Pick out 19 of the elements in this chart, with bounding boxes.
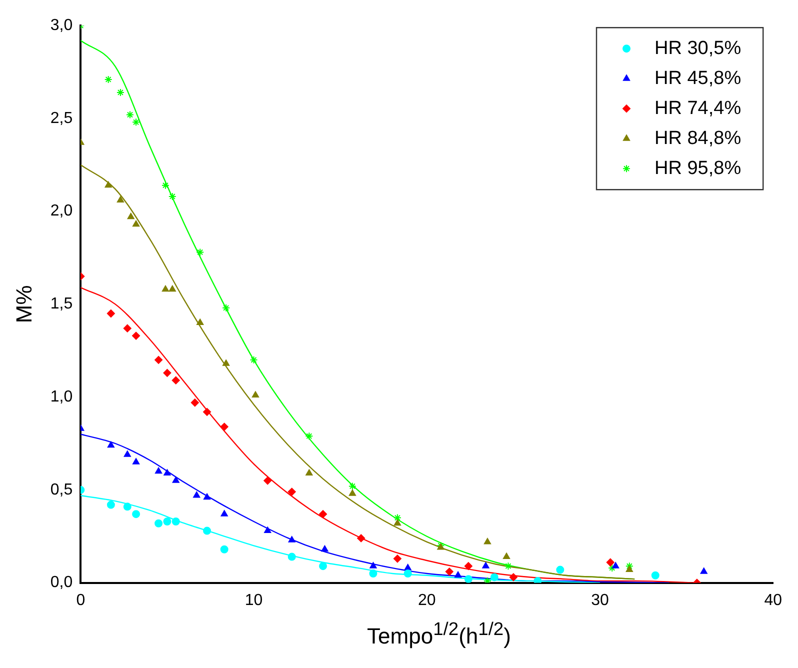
y-tick-label: 0,5 bbox=[50, 481, 73, 498]
legend-label: HR 84,8% bbox=[654, 128, 742, 149]
y-axis-title: M% bbox=[11, 285, 36, 324]
y-tick-label: 2,0 bbox=[50, 202, 73, 220]
legend-label: HR 95,8% bbox=[654, 158, 742, 179]
y-tick-label: 2,5 bbox=[50, 110, 73, 127]
x-axis-title: Tempo$^{1/2}$(h$^{1/2}$) bbox=[366, 618, 512, 650]
y-tick-label: 1,0 bbox=[50, 388, 73, 406]
y-tick-label: 0,0 bbox=[50, 574, 73, 592]
legend-label: HR 30,5% bbox=[654, 38, 742, 59]
x-tick-label: 40 bbox=[764, 592, 782, 609]
x-tick-label: 10 bbox=[244, 592, 263, 609]
x-tick-label: 20 bbox=[418, 592, 436, 609]
x-tick-label: 30 bbox=[591, 592, 609, 609]
legend-label: HR 74,4% bbox=[654, 98, 742, 119]
y-tick-label: 1,5 bbox=[50, 296, 73, 313]
y-tick-label: 3,0 bbox=[50, 17, 73, 34]
legend-label: HR 45,8% bbox=[654, 68, 742, 89]
x-tick-label: 0 bbox=[76, 592, 86, 609]
